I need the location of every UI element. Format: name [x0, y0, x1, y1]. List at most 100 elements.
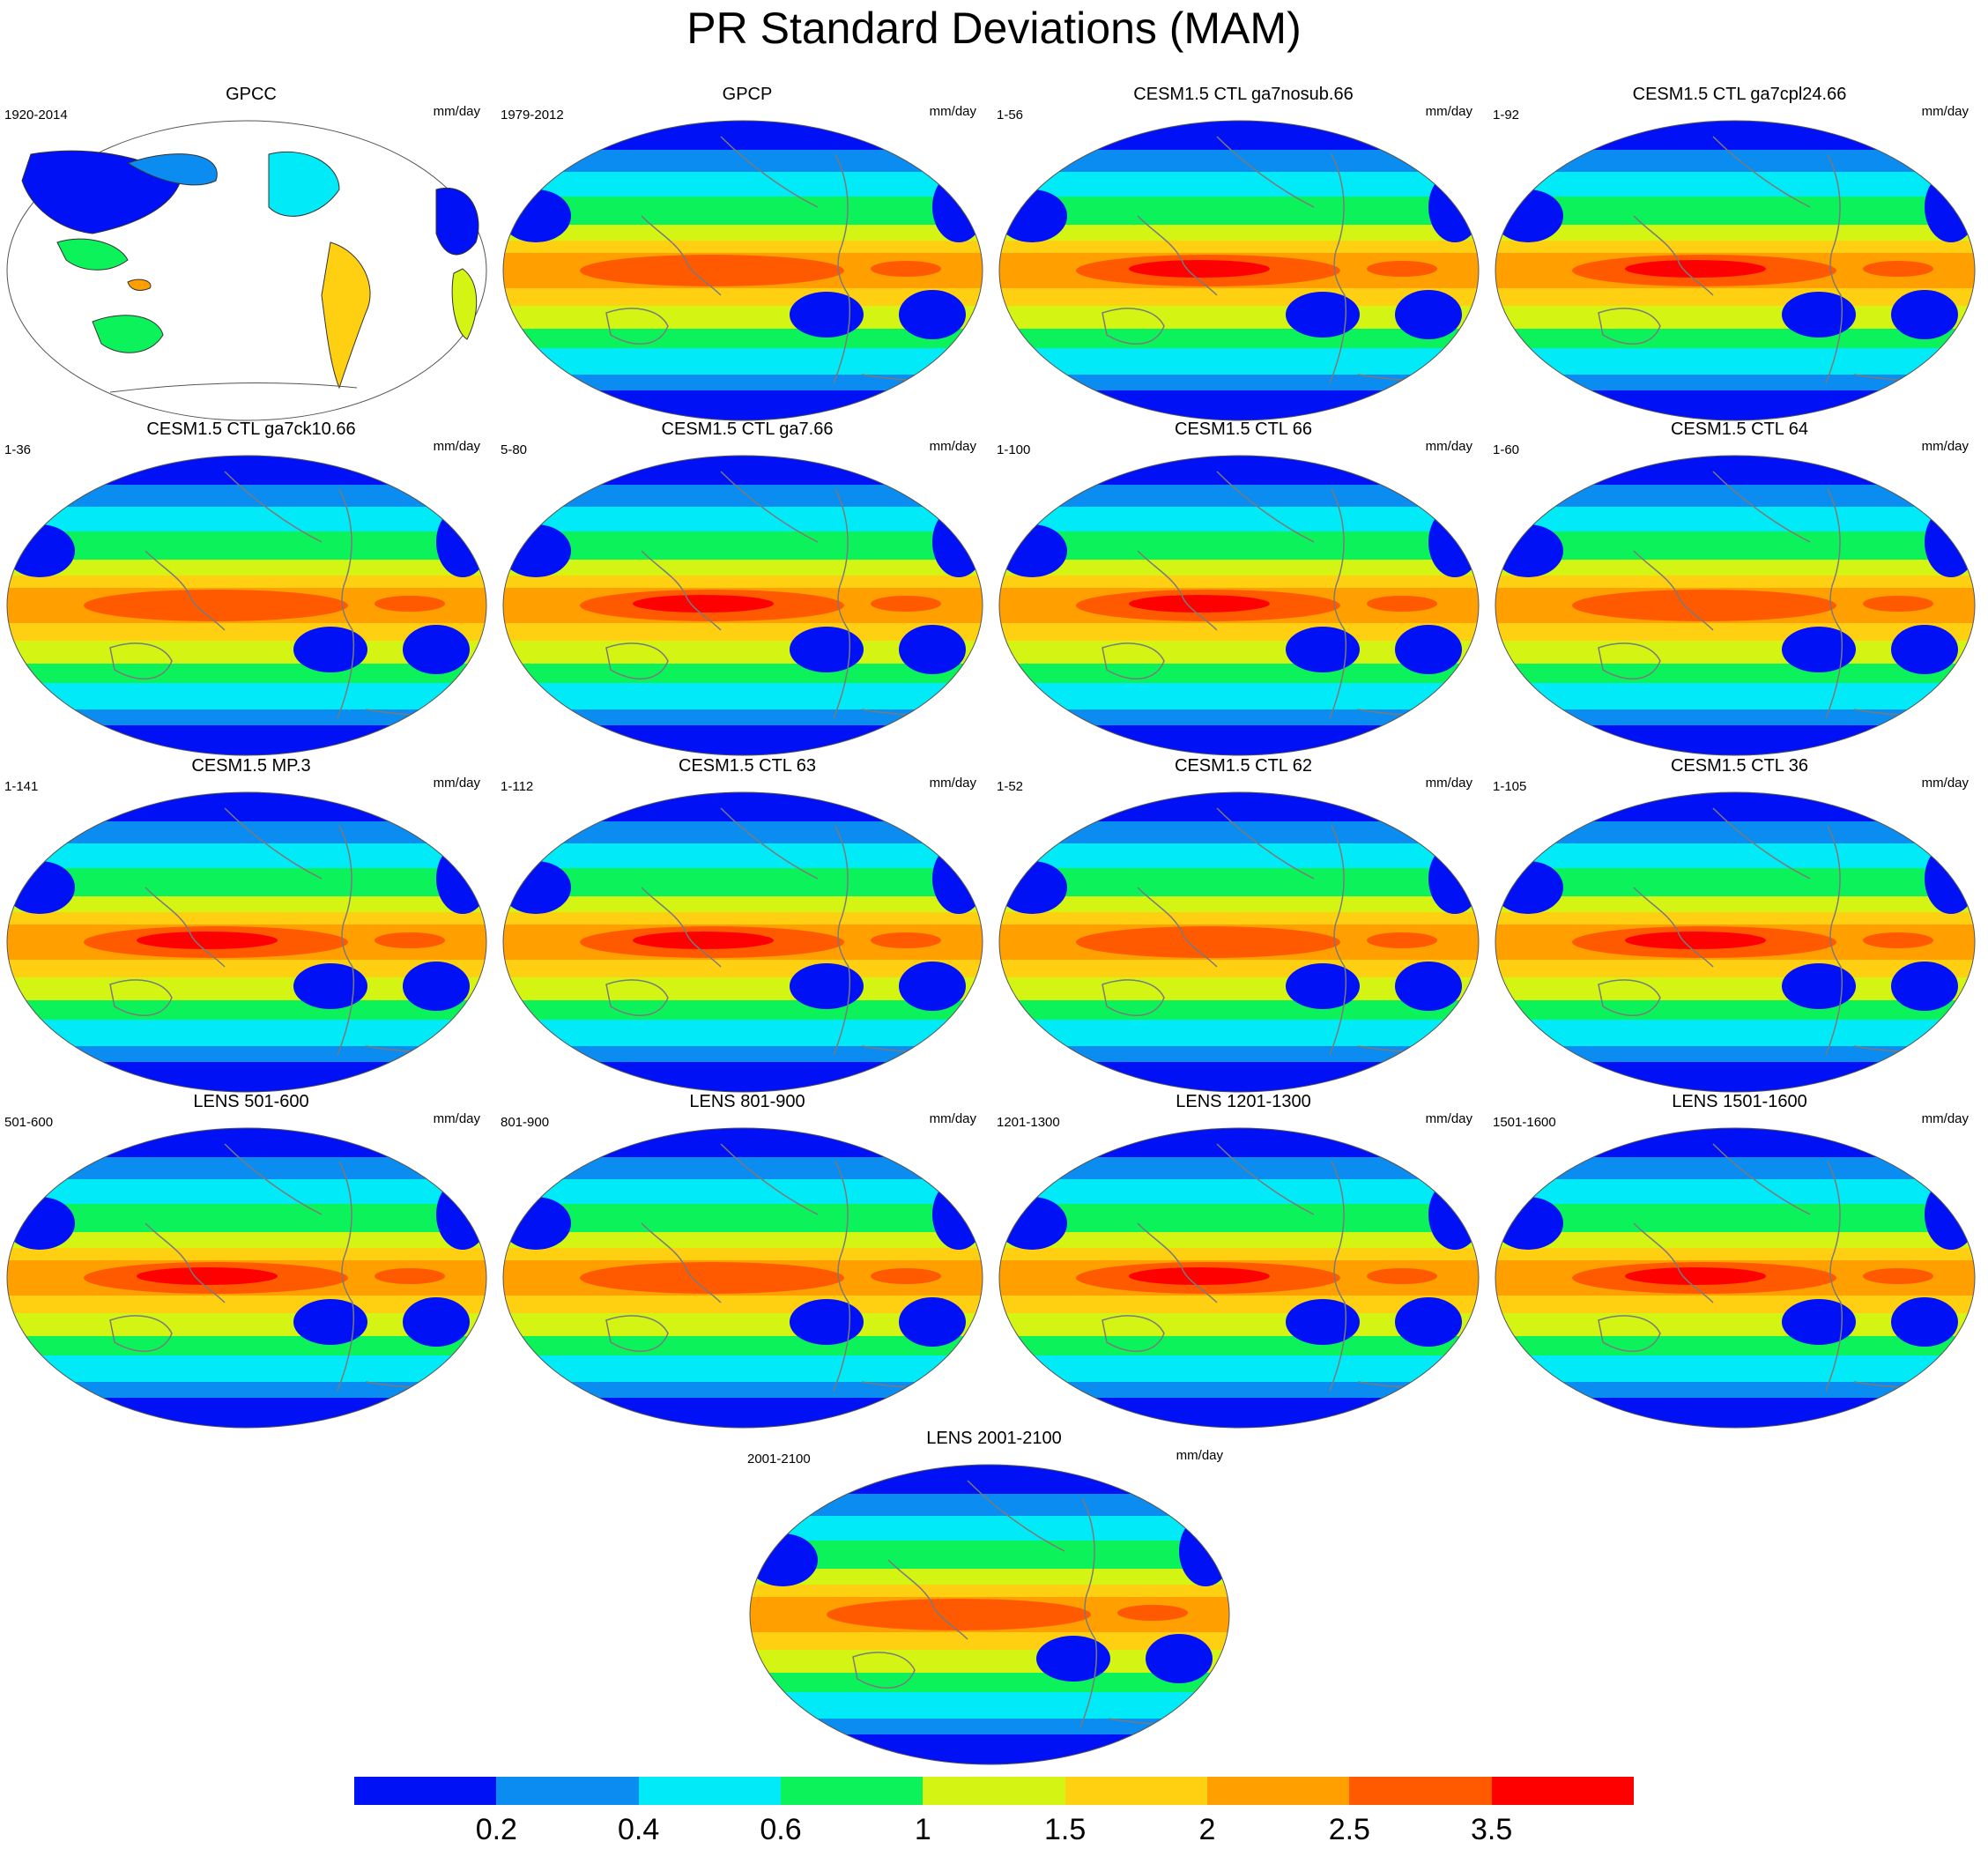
panel-title: CESM1.5 MP.3 [191, 756, 311, 776]
world-map [749, 1464, 1230, 1765]
map-panel: GPCP 1979-2012 mm/day [501, 84, 994, 421]
panel-title: CESM1.5 CTL 64 [1671, 420, 1808, 439]
panel-title: CESM1.5 CTL 63 [679, 756, 816, 776]
world-map [998, 455, 1480, 756]
panel-range: 1-105 [1493, 779, 1527, 794]
world-map [502, 791, 983, 1093]
panel-range: 1-52 [997, 779, 1024, 794]
panel-units: mm/day [1921, 1111, 1969, 1126]
world-map [1495, 1127, 1976, 1429]
map-panel: CESM1.5 MP.3 1-141 mm/day [4, 755, 498, 1093]
colorbar-label: 0.6 [760, 1813, 802, 1846]
panel-title: GPCP [722, 85, 773, 104]
panel-units: mm/day [433, 439, 480, 454]
panel-range: 5-80 [501, 442, 528, 457]
panel-title: LENS 501-600 [193, 1092, 309, 1111]
world-map [502, 120, 983, 421]
map-panel: GPCC 1920-2014 mm/day [4, 84, 498, 421]
world-map [6, 791, 487, 1093]
panel-range: 1501-1600 [1493, 1115, 1556, 1130]
panel-units: mm/day [1176, 1448, 1223, 1463]
panel-units: mm/day [433, 104, 480, 119]
panel-units: mm/day [1425, 1111, 1472, 1126]
panel-title: LENS 801-900 [689, 1092, 805, 1111]
panel-units: mm/day [433, 776, 480, 791]
map-panel: LENS 1201-1300 1201-1300 mm/day [997, 1091, 1490, 1429]
colorbar-label: 1 [914, 1813, 931, 1846]
map-panel: LENS 801-900 801-900 mm/day [501, 1091, 994, 1429]
colorbar-box [354, 1777, 497, 1805]
panel-title: LENS 1501-1600 [1672, 1092, 1807, 1111]
world-map [1495, 455, 1976, 756]
panel-units: mm/day [929, 1111, 976, 1126]
panel-range: 1979-2012 [501, 108, 564, 123]
panel-units: mm/day [1921, 439, 1969, 454]
panel-units: mm/day [1921, 104, 1969, 119]
panel-title: CESM1.5 CTL ga7cpl24.66 [1632, 85, 1847, 104]
world-map [998, 791, 1480, 1093]
panel-units: mm/day [1425, 776, 1472, 791]
colorbar [354, 1777, 1635, 1805]
map-panel: CESM1.5 CTL ga7.66 5-80 mm/day [501, 419, 994, 756]
map-panel: LENS 2001-2100 2001-2100 mm/day [747, 1428, 1241, 1765]
colorbar-label: 2 [1198, 1813, 1216, 1846]
colorbar-box [1064, 1777, 1208, 1805]
panel-title: LENS 2001-2100 [926, 1429, 1062, 1448]
map-panel: CESM1.5 CTL 36 1-105 mm/day [1493, 755, 1986, 1093]
colorbar-label: 3.5 [1471, 1813, 1513, 1846]
panel-range: 1-141 [4, 779, 39, 794]
map-panel: LENS 1501-1600 1501-1600 mm/day [1493, 1091, 1986, 1429]
panel-units: mm/day [433, 1111, 480, 1126]
panel-title: CESM1.5 CTL ga7ck10.66 [146, 420, 356, 439]
map-panel: CESM1.5 CTL 66 1-100 mm/day [997, 419, 1490, 756]
colorbar-box [638, 1777, 782, 1805]
panel-title: CESM1.5 CTL ga7.66 [661, 420, 834, 439]
map-panel: LENS 501-600 501-600 mm/day [4, 1091, 498, 1429]
panel-units: mm/day [1425, 104, 1472, 119]
panel-range: 1-56 [997, 108, 1024, 123]
world-map [998, 120, 1480, 421]
colorbar-box [1207, 1777, 1350, 1805]
map-panel: CESM1.5 CTL 64 1-60 mm/day [1493, 419, 1986, 756]
world-map [998, 1127, 1480, 1429]
panel-range: 1-112 [501, 779, 534, 794]
panel-units: mm/day [929, 439, 976, 454]
world-map [6, 1127, 487, 1429]
colorbar-label: 0.2 [475, 1813, 517, 1846]
colorbar-box [781, 1777, 924, 1805]
colorbar-box [1491, 1777, 1635, 1805]
panel-range: 2001-2100 [747, 1452, 811, 1467]
colorbar-label: 1.5 [1044, 1813, 1087, 1846]
panel-title: CESM1.5 CTL 66 [1175, 420, 1312, 439]
panel-title: CESM1.5 CTL 36 [1671, 756, 1808, 776]
map-panel: CESM1.5 CTL ga7cpl24.66 1-92 mm/day [1493, 84, 1986, 421]
colorbar-box [496, 1777, 640, 1805]
colorbar-label: 2.5 [1328, 1813, 1370, 1846]
panel-range: 1-60 [1493, 442, 1520, 457]
panel-title: LENS 1201-1300 [1176, 1092, 1311, 1111]
world-map [1495, 120, 1976, 421]
panel-units: mm/day [929, 104, 976, 119]
panel-title: CESM1.5 CTL ga7nosub.66 [1133, 85, 1354, 104]
panel-units: mm/day [929, 776, 976, 791]
panel-range: 1-92 [1493, 108, 1520, 123]
colorbar-box [923, 1777, 1066, 1805]
world-map [502, 1127, 983, 1429]
panel-range: 501-600 [4, 1115, 54, 1130]
panel-range: 1-100 [997, 442, 1031, 457]
colorbar-label: 0.4 [618, 1813, 660, 1846]
map-panel: CESM1.5 CTL 62 1-52 mm/day [997, 755, 1490, 1093]
world-map [1495, 791, 1976, 1093]
world-map [6, 120, 487, 421]
figure-title: PR Standard Deviations (MAM) [686, 4, 1302, 53]
world-map [502, 455, 983, 756]
panel-range: 1201-1300 [997, 1115, 1060, 1130]
colorbar-box [1349, 1777, 1493, 1805]
panel-title: GPCC [226, 85, 277, 104]
map-panel: CESM1.5 CTL 63 1-112 mm/day [501, 755, 994, 1093]
panel-units: mm/day [1921, 776, 1969, 791]
panel-units: mm/day [1425, 439, 1472, 454]
world-map [6, 455, 487, 756]
map-panel: CESM1.5 CTL ga7ck10.66 1-36 mm/day [4, 419, 498, 756]
panel-title: CESM1.5 CTL 62 [1175, 756, 1312, 776]
